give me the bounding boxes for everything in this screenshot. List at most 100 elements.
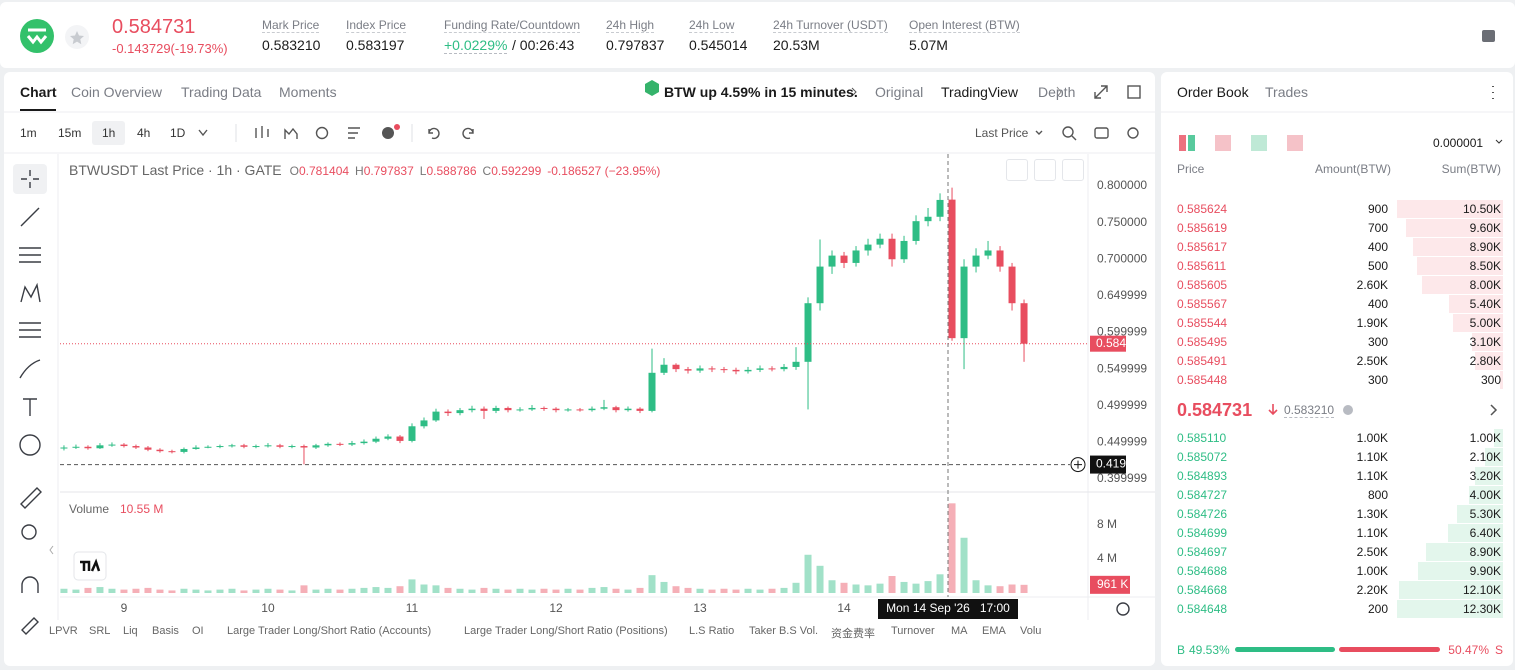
add-indicator-icon[interactable]	[382, 127, 394, 139]
replay-icon[interactable]	[315, 126, 329, 140]
legend-button[interactable]	[1006, 159, 1028, 181]
crosshair-price-box	[1090, 455, 1126, 474]
legend-button[interactable]	[1034, 159, 1056, 181]
last-price: 0.584731	[112, 16, 196, 38]
book-price[interactable]: 0.584688	[1177, 564, 1228, 578]
indicator[interactable]: Liq	[123, 625, 138, 637]
book-price[interactable]: 0.585619	[1177, 221, 1228, 235]
book-price[interactable]: 0.584699	[1177, 526, 1228, 540]
indicator[interactable]: L.S Ratio	[689, 625, 735, 637]
collapse-icon[interactable]	[49, 545, 54, 555]
book-price[interactable]: 0.585544	[1177, 316, 1228, 330]
indicator[interactable]: LPVR	[49, 625, 78, 637]
indicator[interactable]: Turnover	[891, 625, 935, 637]
redo-icon[interactable]	[462, 127, 474, 140]
book-price[interactable]: 0.585611	[1177, 259, 1227, 273]
ob-mode[interactable]	[1215, 135, 1231, 151]
indicator[interactable]: MA	[951, 625, 968, 637]
book-price[interactable]: 0.584726	[1177, 507, 1228, 521]
chevron[interactable]	[1056, 86, 1062, 98]
pencil-tool[interactable]	[21, 617, 39, 635]
column-header: Price	[1177, 162, 1205, 176]
indicator[interactable]: EMA	[982, 625, 1006, 637]
book-price[interactable]: 0.584893	[1177, 469, 1228, 483]
caret[interactable]	[1035, 130, 1043, 135]
chevron[interactable]	[1490, 404, 1498, 416]
view-tab[interactable]: TradingView	[941, 84, 1019, 100]
indicator[interactable]: Large Trader Long/Short Ratio (Accounts)	[227, 625, 432, 637]
indicator[interactable]: SRL	[89, 625, 111, 637]
indicator[interactable]: Large Trader Long/Short Ratio (Positions…	[464, 625, 668, 637]
pattern-tool[interactable]	[20, 282, 41, 303]
book-price[interactable]: 0.584697	[1177, 545, 1228, 559]
interval[interactable]: 15m	[58, 126, 82, 140]
volume-bar	[648, 575, 656, 593]
zoom-tool[interactable]	[21, 524, 37, 540]
ob-mode[interactable]	[1179, 135, 1186, 151]
projection-tool[interactable]	[19, 322, 41, 338]
book-price[interactable]: 0.585491	[1177, 354, 1228, 368]
ob-mode[interactable]	[1251, 135, 1267, 151]
book-amount: 1.10K	[1356, 469, 1388, 483]
book-tab[interactable]: Trades	[1265, 84, 1309, 100]
chart-tab[interactable]: Moments	[279, 84, 337, 100]
note-icon[interactable]	[1482, 30, 1495, 42]
candle-body	[468, 408, 476, 411]
book-price[interactable]: 0.585110	[1177, 431, 1227, 445]
text-tool[interactable]	[23, 398, 37, 416]
book-price[interactable]: 0.585605	[1177, 278, 1228, 292]
interval[interactable]: 1D	[170, 126, 186, 140]
book-price[interactable]: 0.584648	[1177, 602, 1228, 616]
alert-banner[interactable]: BTW up 4.59% in 15 minutes.	[664, 84, 858, 100]
brush-tool[interactable]	[19, 359, 41, 379]
interval[interactable]: 1m	[20, 126, 37, 140]
search-icon[interactable]	[1062, 126, 1074, 138]
legend-button[interactable]	[1062, 159, 1084, 181]
price-type[interactable]: Last Price	[975, 126, 1029, 140]
chart-tab[interactable]: Coin Overview	[71, 84, 163, 100]
volume-bar	[624, 589, 632, 593]
indicator-icon[interactable]	[284, 127, 298, 139]
book-price[interactable]: 0.585072	[1177, 450, 1228, 464]
chart-tab[interactable]: Chart	[20, 84, 57, 100]
candle-icon[interactable]	[255, 126, 269, 138]
interval[interactable]: 1h	[102, 126, 116, 140]
volume-bar	[348, 588, 356, 593]
ruler-tool[interactable]	[20, 487, 42, 509]
ob-mode[interactable]	[1287, 135, 1303, 151]
caret[interactable]	[198, 129, 208, 137]
undo-icon[interactable]	[428, 127, 440, 140]
line-tool[interactable]	[20, 207, 40, 227]
indicator[interactable]: Basis	[152, 625, 179, 637]
magnet-tool[interactable]	[21, 576, 39, 593]
indicator[interactable]: OI	[192, 625, 204, 637]
view-tab[interactable]: Original	[875, 84, 924, 100]
stat-value: 5.07M	[909, 37, 948, 53]
indicator[interactable]: 资金费率	[831, 628, 875, 640]
crosshair-tool[interactable]	[21, 170, 39, 188]
interval[interactable]: 4h	[137, 126, 151, 140]
book-price[interactable]: 0.585617	[1177, 240, 1228, 254]
settings-icon[interactable]	[1127, 127, 1139, 139]
book-price[interactable]: 0.584668	[1177, 583, 1228, 597]
book-price[interactable]: 0.585495	[1177, 335, 1228, 349]
caret[interactable]	[1495, 139, 1503, 144]
book-price[interactable]: 0.584727	[1177, 488, 1228, 502]
fib-tool[interactable]	[19, 247, 41, 263]
camera-icon[interactable]	[1094, 127, 1109, 139]
expand-icon[interactable]	[1094, 85, 1108, 99]
indicator[interactable]: Volu	[1020, 625, 1042, 637]
book-price[interactable]: 0.585448	[1177, 373, 1228, 387]
book-price[interactable]: 0.585624	[1177, 202, 1228, 216]
emoji-tool[interactable]	[19, 434, 41, 456]
ob-mode[interactable]	[1188, 135, 1195, 151]
window-icon[interactable]	[1127, 85, 1141, 99]
template-icon[interactable]	[348, 127, 360, 139]
book-price[interactable]: 0.585567	[1177, 297, 1228, 311]
axis-settings-icon[interactable]	[1116, 602, 1130, 616]
indicator[interactable]: Taker B.S Vol.	[749, 625, 819, 637]
book-tab[interactable]: Order Book	[1177, 84, 1249, 100]
view-tab[interactable]: Depth	[1038, 84, 1076, 100]
precision[interactable]: 0.000001	[1433, 136, 1484, 150]
chart-tab[interactable]: Trading Data	[181, 84, 262, 100]
